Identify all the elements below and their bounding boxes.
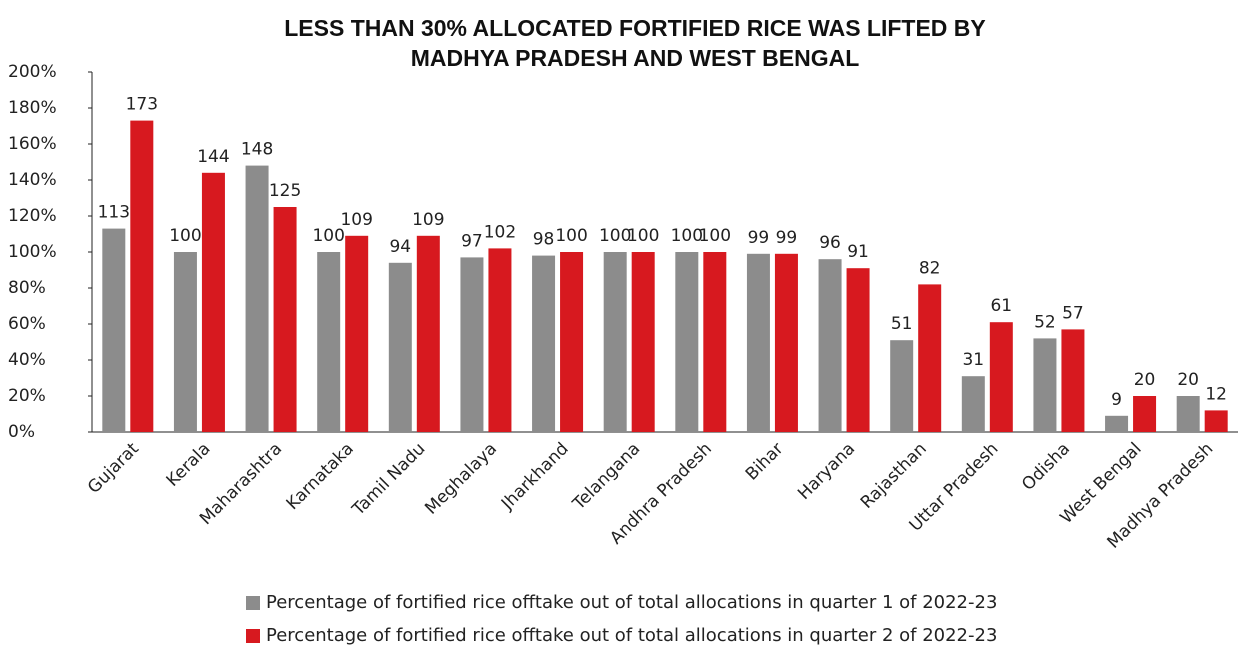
x-tick-label: Haryana [794,439,859,504]
y-tick-label: 0% [8,422,35,442]
data-label: 148 [241,140,273,160]
bar [488,248,512,432]
bar [961,376,985,432]
data-label: 144 [197,147,229,167]
data-label: 20 [1134,370,1156,390]
data-label: 109 [412,210,444,230]
bar [631,252,655,432]
bar [603,252,627,432]
legend-label: Percentage of fortified rice offtake out… [266,592,997,613]
data-label: 9 [1111,390,1122,410]
bar [245,165,269,432]
data-label: 99 [776,228,798,248]
y-tick-label: 200% [8,62,57,82]
bar [102,228,126,432]
x-tick-label: Gujarat [84,439,143,498]
y-tick-label: 120% [8,206,57,226]
bar [1133,396,1157,432]
data-label: 100 [627,226,659,246]
bar [560,252,584,432]
bar [345,235,369,432]
y-tick-label: 20% [8,386,46,406]
data-label: 100 [671,226,703,246]
bar [989,322,1013,432]
data-label: 31 [962,350,984,370]
x-tick-label: Rajasthan [857,439,931,513]
data-label: 57 [1062,303,1084,323]
bar [201,172,225,433]
x-tick-label: Tamil Nadu [348,439,429,520]
data-label: 52 [1034,312,1056,332]
legend-swatch [246,596,260,610]
data-label: 61 [990,296,1012,316]
y-tick-label: 60% [8,314,46,334]
bar [774,253,798,432]
legend-swatch [246,629,260,643]
bar [1176,396,1200,432]
chart-title: LESS THAN 30% ALLOCATED FORTIFIED RICE W… [284,15,986,41]
data-label: 100 [599,226,631,246]
data-label: 82 [919,258,941,278]
data-label: 98 [533,230,555,250]
data-label: 100 [699,226,731,246]
data-label: 100 [312,226,344,246]
bar [460,257,484,432]
data-label: 125 [269,181,301,201]
data-label: 94 [389,237,411,257]
y-tick-label: 40% [8,350,46,370]
data-label: 91 [847,242,869,262]
x-tick-label: Kerala [163,439,215,491]
data-label: 173 [126,95,158,115]
y-tick-label: 80% [8,278,46,298]
x-tick-label: Karnataka [283,439,358,514]
data-label: 12 [1205,384,1227,404]
bar [1033,338,1057,432]
data-label: 99 [748,228,770,248]
bar [388,262,412,432]
legend-label: Percentage of fortified rice offtake out… [266,625,997,646]
bar [416,235,440,432]
y-tick-label: 180% [8,98,57,118]
data-label: 97 [461,231,483,251]
bar [918,284,942,432]
bar [675,252,699,432]
y-tick-label: 140% [8,170,57,190]
x-tick-label: Telangana [568,439,644,515]
data-label: 109 [340,210,372,230]
bar [846,268,870,432]
data-label: 100 [169,226,201,246]
bar [1105,415,1129,432]
x-tick-label: Bihar [742,439,788,485]
x-tick-label: Odisha [1018,439,1074,495]
x-tick-label: Meghalaya [421,439,501,519]
data-label: 96 [819,233,841,253]
bar [173,252,197,432]
chart-title: MADHYA PRADESH AND WEST BENGAL [411,45,860,71]
data-label: 51 [891,314,913,334]
bar [1204,410,1228,432]
bar [532,255,556,432]
bar [703,252,727,432]
bar [890,340,914,432]
bar [818,259,842,432]
bar [1061,329,1085,432]
bar [273,207,297,432]
data-label: 113 [98,203,130,223]
data-label: 20 [1177,370,1199,390]
bar [317,252,341,432]
y-tick-label: 160% [8,134,57,154]
bar [746,253,770,432]
bar [130,120,154,432]
x-tick-label: Jharkhand [497,439,573,515]
y-tick-label: 100% [8,242,57,262]
data-label: 102 [484,222,516,242]
data-label: 100 [555,226,587,246]
